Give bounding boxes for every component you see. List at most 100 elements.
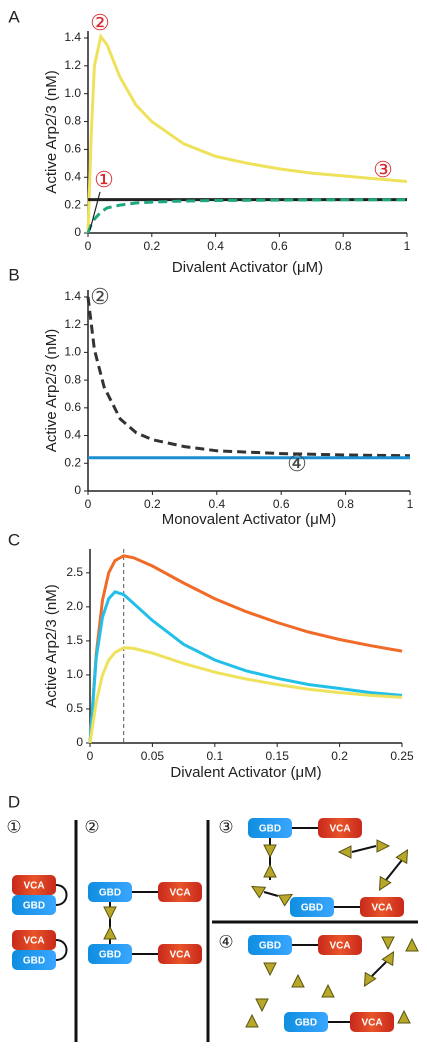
linker xyxy=(351,845,377,853)
x-tick-label: 0.05 xyxy=(141,749,165,763)
y-tick-label: 0.4 xyxy=(64,169,81,183)
annotation: ④ xyxy=(287,451,307,476)
y-tick-label: 0.5 xyxy=(66,701,83,715)
activator xyxy=(363,971,377,988)
x-tick-label: 1 xyxy=(407,497,414,511)
vca-domain xyxy=(12,930,56,950)
gbd-domain xyxy=(248,818,292,838)
vca-domain xyxy=(350,1012,394,1032)
activator xyxy=(103,906,117,921)
activator xyxy=(250,885,267,899)
x-tick-label: 1 xyxy=(404,239,411,253)
gbd-domain xyxy=(284,1012,328,1032)
activator xyxy=(291,973,305,988)
vca-domain xyxy=(158,944,202,964)
y-tick-label: 0.8 xyxy=(64,372,81,386)
y-tick-label: 1.0 xyxy=(64,86,81,100)
vca-label: VCA xyxy=(329,824,350,835)
activator xyxy=(263,863,277,878)
x-tick-label: 0.4 xyxy=(207,239,224,253)
y-tick-label: 1.4 xyxy=(64,289,81,303)
y-tick-label: 1.2 xyxy=(64,58,81,72)
x-tick-label: 0 xyxy=(85,239,92,253)
y-tick-label: 0.6 xyxy=(64,142,81,156)
activator xyxy=(337,845,352,859)
annotation: ② xyxy=(90,284,110,309)
y-tick-label: 0 xyxy=(76,735,83,749)
panel-number: ① xyxy=(6,817,21,836)
vca-label: VCA xyxy=(361,1018,382,1029)
y-tick-label: 0.8 xyxy=(64,114,81,128)
vca-domain xyxy=(360,897,404,917)
gbd-domain xyxy=(88,882,132,902)
x-tick-label: 0.25 xyxy=(390,749,414,763)
vca-label: VCA xyxy=(329,941,350,952)
data-line xyxy=(86,33,408,234)
linker xyxy=(55,939,68,961)
annotation: ② xyxy=(90,10,110,35)
vca-domain xyxy=(318,935,362,955)
activator xyxy=(277,893,294,907)
x-axis-label: Divalent Activator (μM) xyxy=(170,764,321,781)
gbd-domain xyxy=(12,895,56,915)
x-tick-label: 0 xyxy=(85,497,92,511)
gbd-label: GBD xyxy=(295,1018,317,1029)
vca-label: VCA xyxy=(169,950,190,961)
vca-domain xyxy=(158,882,202,902)
x-tick-label: 0.2 xyxy=(331,749,348,763)
y-axis-label: Active Arp2/3 (nM) xyxy=(43,70,60,193)
activator xyxy=(103,925,117,940)
y-tick-label: 0 xyxy=(74,225,81,239)
x-tick-label: 0.1 xyxy=(206,749,223,763)
activator xyxy=(397,1009,411,1024)
y-tick-label: 1.0 xyxy=(66,667,83,681)
x-tick-label: 0.6 xyxy=(273,497,290,511)
x-tick-label: 0.4 xyxy=(208,497,225,511)
activator xyxy=(376,839,391,853)
y-tick-label: 0.4 xyxy=(64,428,81,442)
activator xyxy=(378,875,392,892)
annotation: ① xyxy=(94,167,114,192)
activator xyxy=(263,844,277,859)
gbd-label: GBD xyxy=(99,888,121,899)
activator xyxy=(405,937,419,952)
y-tick-label: 0 xyxy=(74,483,81,497)
gbd-label: GBD xyxy=(23,901,45,912)
panel-number: ② xyxy=(84,817,99,836)
x-axis-label: Divalent Activator (μM) xyxy=(172,259,323,276)
gbd-label: GBD xyxy=(301,903,323,914)
y-tick-label: 2.0 xyxy=(66,599,83,613)
y-tick-label: 0.2 xyxy=(64,197,81,211)
data-line xyxy=(86,198,408,234)
x-tick-label: 0.8 xyxy=(337,497,354,511)
x-axis-label: Monovalent Activator (μM) xyxy=(162,511,337,528)
y-axis-label: Active Arp2/3 (nM) xyxy=(43,584,60,707)
y-axis-label: Active Arp2/3 (nM) xyxy=(43,329,60,452)
x-tick-label: 0.6 xyxy=(271,239,288,253)
panel-label: B xyxy=(8,265,19,284)
panel-number: ③ xyxy=(218,817,233,836)
data-line xyxy=(88,590,403,744)
activator xyxy=(321,983,335,998)
activator xyxy=(395,848,409,865)
activator xyxy=(381,950,395,967)
panel-number: ④ xyxy=(218,932,233,951)
y-tick-label: 1.0 xyxy=(64,345,81,359)
linker xyxy=(55,884,68,906)
y-tick-label: 1.4 xyxy=(64,30,81,44)
gbd-domain xyxy=(248,935,292,955)
panel-label: D xyxy=(8,792,20,811)
data-line xyxy=(88,646,403,744)
activator xyxy=(255,998,269,1013)
gbd-label: GBD xyxy=(23,956,45,967)
gbd-label: GBD xyxy=(99,950,121,961)
x-tick-label: 0.2 xyxy=(144,497,161,511)
gbd-label: GBD xyxy=(259,824,281,835)
data-line xyxy=(86,296,411,458)
y-tick-label: 1.2 xyxy=(64,317,81,331)
gbd-domain xyxy=(88,944,132,964)
vca-label: VCA xyxy=(169,888,190,899)
vca-label: VCA xyxy=(371,903,392,914)
vca-domain xyxy=(318,818,362,838)
